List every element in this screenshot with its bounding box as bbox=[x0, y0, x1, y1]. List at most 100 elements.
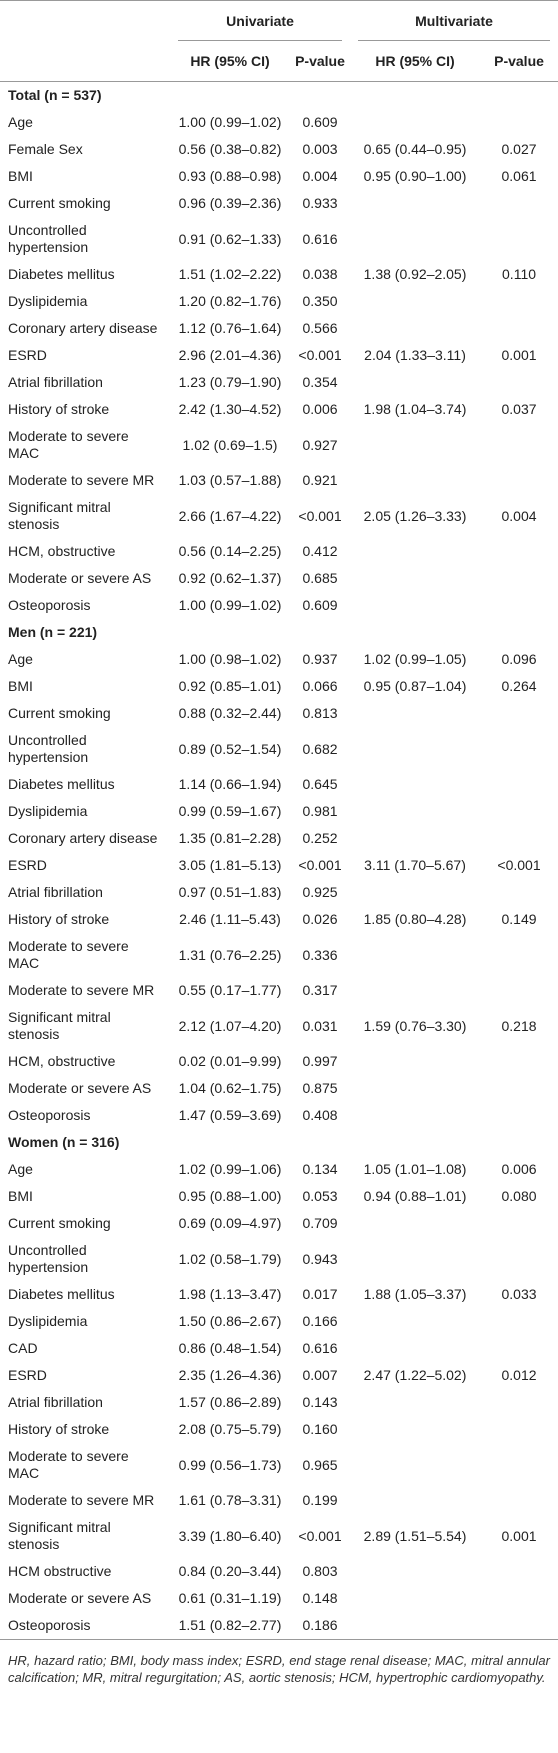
cell bbox=[350, 1558, 480, 1585]
cell bbox=[350, 727, 480, 771]
row-label: Coronary artery disease bbox=[8, 320, 158, 336]
cell: 0.94 (0.88–1.01) bbox=[363, 1188, 467, 1204]
cell bbox=[350, 565, 480, 592]
row-label: Dyslipidemia bbox=[8, 1313, 88, 1329]
cell: 0.02 (0.01–9.99) bbox=[178, 1053, 282, 1069]
cell: 2.42 (1.30–4.52) bbox=[178, 401, 282, 417]
results-table: Univariate Multivariate HR (95% CI) P-val… bbox=[0, 0, 558, 1640]
cell bbox=[480, 217, 558, 261]
data-row: Atrial fibrillation 0.97 (0.51–1.83) 0.925 bbox=[0, 879, 558, 906]
cell: 2.89 (1.51–5.54) bbox=[363, 1527, 467, 1544]
data-row: CAD 0.86 (0.48–1.54) 0.616 bbox=[0, 1335, 558, 1362]
row-label: Moderate to severe MAC bbox=[8, 428, 129, 461]
row-label: Female Sex bbox=[8, 141, 83, 157]
cell: 0.001 bbox=[501, 347, 537, 363]
cell: 0.166 bbox=[302, 1313, 338, 1329]
cell: 2.35 (1.26–4.36) bbox=[178, 1367, 282, 1383]
cell: 0.134 bbox=[302, 1161, 338, 1177]
cell bbox=[350, 1308, 480, 1335]
data-row: Diabetes mellitus 1.51 (1.02–2.22) 0.038 1.… bbox=[0, 261, 558, 288]
cell: 0.96 (0.39–2.36) bbox=[178, 195, 282, 211]
cell bbox=[350, 825, 480, 852]
cell: 1.50 (0.86–2.67) bbox=[178, 1313, 282, 1329]
data-row: Moderate or severe AS 0.61 (0.31–1.19) 0.1… bbox=[0, 1585, 558, 1612]
cell: 2.08 (0.75–5.79) bbox=[178, 1421, 282, 1437]
cell: 0.981 bbox=[302, 803, 338, 819]
cell bbox=[480, 1102, 558, 1129]
data-row: Coronary artery disease 1.12 (0.76–1.64) 0… bbox=[0, 315, 558, 342]
cell: <0.001 bbox=[298, 857, 342, 873]
cell bbox=[480, 1048, 558, 1075]
cell: 0.92 (0.62–1.37) bbox=[178, 570, 282, 586]
row-label: History of stroke bbox=[8, 401, 110, 417]
row-label: History of stroke bbox=[8, 1421, 110, 1437]
cell: 0.685 bbox=[302, 570, 338, 586]
cell: 1.38 (0.92–2.05) bbox=[363, 266, 467, 282]
cell: 0.160 bbox=[302, 1421, 338, 1437]
row-label: ESRD bbox=[8, 857, 47, 873]
cell bbox=[350, 288, 480, 315]
cell: 0.61 (0.31–1.19) bbox=[178, 1590, 282, 1606]
data-row: BMI 0.95 (0.88–1.00) 0.053 0.94 (0.88–1.01)… bbox=[0, 1183, 558, 1210]
column-header-row: HR (95% CI) P-value HR (95% CI) P-value bbox=[0, 41, 558, 82]
row-label: Osteoporosis bbox=[8, 597, 91, 613]
cell bbox=[350, 538, 480, 565]
cell: 0.875 bbox=[302, 1080, 338, 1096]
cell: 0.88 (0.32–2.44) bbox=[178, 705, 282, 721]
data-row: Dyslipidemia 0.99 (0.59–1.67) 0.981 bbox=[0, 798, 558, 825]
column-header: HR (95% CI) bbox=[170, 41, 290, 82]
cell: 0.412 bbox=[302, 543, 338, 559]
cell: <0.001 bbox=[298, 507, 342, 524]
cell bbox=[480, 700, 558, 727]
cell bbox=[480, 1237, 558, 1281]
data-row: BMI 0.93 (0.88–0.98) 0.004 0.95 (0.90–1.00)… bbox=[0, 163, 558, 190]
data-row: Current smoking 0.88 (0.32–2.44) 0.813 bbox=[0, 700, 558, 727]
data-row: Moderate to severe MR 1.61 (0.78–3.31) 0.1… bbox=[0, 1487, 558, 1514]
cell bbox=[350, 1048, 480, 1075]
cell: 0.89 (0.52–1.54) bbox=[178, 740, 282, 757]
cell: 0.031 bbox=[302, 1017, 338, 1034]
section-title: Total (n = 537) bbox=[8, 87, 102, 103]
cell: 0.616 bbox=[302, 1340, 338, 1356]
cell bbox=[350, 315, 480, 342]
row-label: Current smoking bbox=[8, 1215, 111, 1231]
cell: 0.143 bbox=[302, 1394, 338, 1410]
row-label: Significant mitral stenosis bbox=[8, 1519, 111, 1552]
cell: 0.927 bbox=[302, 436, 338, 453]
cell: 0.84 (0.20–3.44) bbox=[178, 1563, 282, 1579]
data-row: ESRD 2.96 (2.01–4.36) <0.001 2.04 (1.33–3.1… bbox=[0, 342, 558, 369]
row-label: CAD bbox=[8, 1340, 38, 1356]
cell: 0.65 (0.44–0.95) bbox=[363, 141, 467, 157]
data-row: Current smoking 0.96 (0.39–2.36) 0.933 bbox=[0, 190, 558, 217]
cell: 0.006 bbox=[302, 401, 338, 417]
section-row: Women (n = 316) bbox=[0, 1129, 558, 1156]
cell bbox=[350, 977, 480, 1004]
row-label: Atrial fibrillation bbox=[8, 1394, 103, 1410]
cell bbox=[480, 1308, 558, 1335]
row-label: History of stroke bbox=[8, 911, 110, 927]
cell: 0.408 bbox=[302, 1107, 338, 1123]
cell bbox=[480, 1335, 558, 1362]
cell bbox=[350, 933, 480, 977]
cell: 0.061 bbox=[501, 168, 537, 184]
cell: 1.02 (0.99–1.06) bbox=[178, 1161, 282, 1177]
data-row: Dyslipidemia 1.20 (0.82–1.76) 0.350 bbox=[0, 288, 558, 315]
data-row: Osteoporosis 1.51 (0.82–2.77) 0.186 bbox=[0, 1612, 558, 1640]
cell: 2.96 (2.01–4.36) bbox=[178, 347, 282, 363]
table-body: Total (n = 537) Age 1.00 (0.99–1.02) 0.609 F… bbox=[0, 82, 558, 1640]
cell: 0.921 bbox=[302, 472, 338, 488]
cell: 0.813 bbox=[302, 705, 338, 721]
cell bbox=[480, 109, 558, 136]
cell: 0.027 bbox=[501, 141, 537, 157]
data-row: Moderate to severe MAC 1.31 (0.76–2.25) 0.… bbox=[0, 933, 558, 977]
cell bbox=[350, 798, 480, 825]
data-row: HCM, obstructive 0.56 (0.14–2.25) 0.412 bbox=[0, 538, 558, 565]
cell: 0.937 bbox=[302, 651, 338, 667]
row-label: Osteoporosis bbox=[0, 1612, 170, 1640]
row-label: Moderate to severe MAC bbox=[8, 938, 129, 971]
row-label: Age bbox=[8, 1161, 33, 1177]
cell bbox=[480, 977, 558, 1004]
data-row: Moderate or severe AS 0.92 (0.62–1.37) 0.6… bbox=[0, 565, 558, 592]
cell: 0.038 bbox=[302, 266, 338, 282]
cell: 0.004 bbox=[302, 168, 338, 184]
